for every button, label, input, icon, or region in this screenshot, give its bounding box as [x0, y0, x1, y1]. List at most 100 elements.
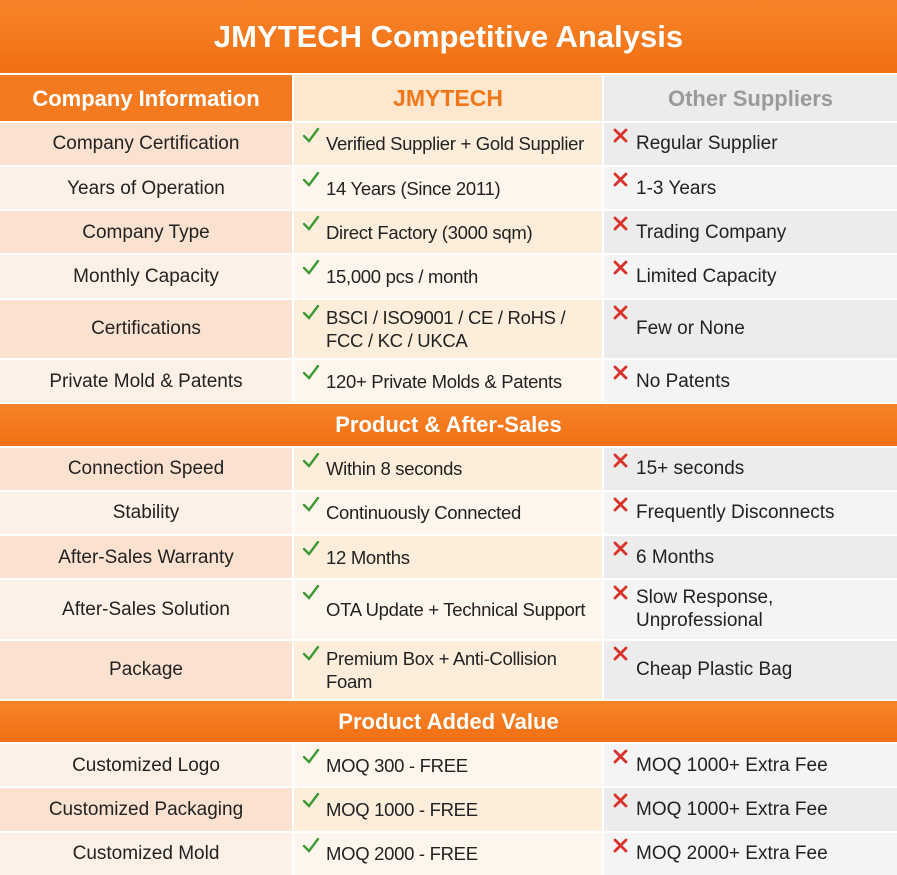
cell-text: 12 Months [326, 546, 410, 568]
check-icon [302, 127, 320, 143]
cross-icon [613, 453, 628, 467]
check-icon [302, 749, 320, 765]
row-label: Company Certification [0, 122, 292, 165]
check-icon [302, 540, 320, 556]
cross-icon [613, 838, 628, 853]
check-icon [302, 585, 320, 601]
jmytech-value: MOQ 1000 - FREE [294, 788, 602, 831]
cell-text: Regular Supplier [636, 133, 778, 155]
cell-text: Few or None [636, 318, 745, 340]
others-value: Limited Capacity [604, 255, 897, 298]
header-jmytech: JMYTECH [294, 75, 602, 121]
row-label: After-Sales Solution [0, 580, 292, 639]
cell-text: Direct Factory (3000 sqm) [326, 221, 533, 243]
check-icon [302, 171, 320, 187]
header-label: Company Information [0, 75, 292, 121]
others-value: Trading Company [604, 211, 897, 254]
cross-icon [613, 541, 628, 556]
check-icon [302, 496, 320, 512]
cell-text: MOQ 1000 - FREE [326, 799, 478, 821]
cell-text: MOQ 1000+ Extra Fee [636, 754, 828, 776]
cell-text: Verified Supplier + Gold Supplier [326, 133, 584, 155]
cell-text: Within 8 seconds [326, 458, 463, 480]
cell-text: Trading Company [636, 221, 787, 243]
check-icon [302, 837, 320, 853]
cell-text: MOQ 1000+ Extra Fee [636, 799, 828, 821]
cell-text: 1-3 Years [636, 177, 717, 199]
cell-text: MOQ 300 - FREE [326, 754, 468, 776]
row-label: Monthly Capacity [0, 255, 292, 298]
cross-icon [613, 305, 628, 320]
row-label: Customized Packaging [0, 788, 292, 831]
cell-text: Continuously Connected [326, 502, 521, 524]
others-value: Cheap Plastic Bag [604, 640, 897, 699]
header-others: Other Suppliers [604, 75, 897, 121]
check-icon [302, 304, 320, 320]
check-icon [302, 260, 320, 276]
jmytech-value: 120+ Private Molds & Patents [294, 360, 602, 403]
cell-text: Premium Box + Anti-Collision Foam [326, 647, 557, 692]
jmytech-value: 12 Months [294, 536, 602, 579]
cell-text: MOQ 2000 - FREE [326, 843, 478, 865]
check-icon [302, 364, 320, 380]
others-value: Frequently Disconnects [604, 491, 897, 535]
cell-text: 14 Years (Since 2011) [326, 177, 501, 199]
cross-icon [613, 646, 628, 661]
cell-text: OTA Update + Technical Support [326, 598, 586, 620]
cell-text: No Patents [636, 370, 730, 392]
row-label: Package [0, 640, 292, 699]
row-label: Years of Operation [0, 166, 292, 210]
cross-icon [613, 216, 628, 231]
cross-icon [613, 365, 628, 380]
jmytech-value: Premium Box + Anti-Collision Foam [294, 640, 602, 699]
cross-icon [613, 128, 628, 143]
row-label: Customized Mold [0, 832, 292, 875]
others-value: 15+ seconds [604, 447, 897, 490]
jmytech-value: 14 Years (Since 2011) [294, 166, 602, 210]
table-title: JMYTECH Competitive Analysis [0, 0, 897, 74]
cross-icon [613, 172, 628, 187]
cell-text: Frequently Disconnects [636, 502, 835, 524]
cross-icon [613, 497, 628, 512]
section-title: Product Added Value [0, 701, 897, 743]
cell-text: BSCI / ISO9001 / CE / RoHS / FCC / KC / … [326, 306, 566, 351]
cross-icon [613, 794, 628, 808]
check-icon [302, 645, 320, 661]
row-label: Private Mold & Patents [0, 360, 292, 403]
jmytech-value: MOQ 2000 - FREE [294, 832, 602, 875]
others-value: MOQ 2000+ Extra Fee [604, 832, 897, 875]
jmytech-value: Continuously Connected [294, 491, 602, 535]
cross-icon [613, 261, 628, 275]
others-value: Slow Response, Unprofessional [604, 580, 897, 639]
check-icon [302, 452, 320, 468]
others-value: 1-3 Years [604, 166, 897, 210]
cell-text: MOQ 2000+ Extra Fee [636, 843, 828, 865]
cross-icon [613, 585, 628, 600]
cell-text: 15+ seconds [636, 458, 745, 480]
jmytech-value: Within 8 seconds [294, 447, 602, 490]
cell-text: 6 Months [636, 546, 715, 568]
others-value: No Patents [604, 360, 897, 403]
jmytech-value: Direct Factory (3000 sqm) [294, 211, 602, 254]
row-label: After-Sales Warranty [0, 536, 292, 579]
check-icon [302, 793, 320, 809]
jmytech-value: Verified Supplier + Gold Supplier [294, 122, 602, 165]
others-value: Few or None [604, 299, 897, 359]
others-value: Regular Supplier [604, 122, 897, 165]
cell-text: 15,000 pcs / month [326, 266, 478, 288]
others-value: MOQ 1000+ Extra Fee [604, 744, 897, 787]
cross-icon [613, 749, 628, 764]
cell-text: Cheap Plastic Bag [636, 659, 793, 681]
cell-text: 120+ Private Molds & Patents [326, 370, 562, 392]
row-label: Connection Speed [0, 447, 292, 490]
jmytech-value: OTA Update + Technical Support [294, 580, 602, 639]
cell-text: Slow Response, Unprofessional [636, 587, 774, 632]
jmytech-value: 15,000 pcs / month [294, 255, 602, 298]
cell-text: Limited Capacity [636, 266, 777, 288]
row-label: Certifications [0, 299, 292, 359]
jmytech-value: BSCI / ISO9001 / CE / RoHS / FCC / KC / … [294, 299, 602, 359]
others-value: 6 Months [604, 536, 897, 579]
jmytech-value: MOQ 300 - FREE [294, 744, 602, 787]
